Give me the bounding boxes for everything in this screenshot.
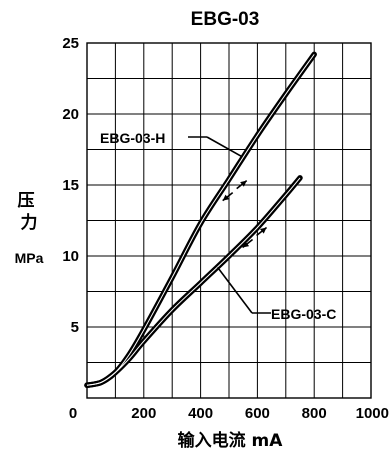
grid-lines [87, 43, 371, 398]
x-axis-label: 输入电流 mA [178, 430, 284, 451]
series-label-h: EBG-03-H [100, 130, 165, 146]
y-tick-label: 25 [62, 35, 79, 52]
y-axis-label: 压 力 [18, 191, 41, 233]
x-tick-label: 1000 [356, 405, 389, 422]
x-tick-labels: 0 200 400 600 800 1000 [69, 405, 389, 422]
leader-line [217, 266, 253, 314]
y-tick-label: 5 [71, 319, 79, 336]
hysteresis-arrowhead [222, 194, 230, 201]
series-label-c: EBG-03-C [271, 306, 336, 322]
y-tick-label: 15 [62, 177, 79, 194]
y-tick-labels: 5 10 15 20 25 [62, 35, 79, 336]
plot-frame [86, 42, 372, 399]
y-tick-label: 10 [62, 248, 79, 265]
y-axis-unit: MPa [15, 250, 44, 266]
hysteresis-arrowhead [240, 180, 247, 187]
chart-title: EBG-03 [191, 9, 260, 30]
x-tick-label: 400 [188, 405, 213, 422]
x-tick-label: 800 [302, 405, 327, 422]
data-series [84, 51, 317, 388]
x-tick-label: 200 [131, 405, 156, 422]
hysteresis-arrowhead [260, 227, 267, 234]
x-tick-label: 600 [245, 405, 270, 422]
x-tick-label: 0 [69, 405, 77, 422]
leader-line [206, 136, 243, 158]
series-line-c [84, 175, 303, 388]
y-tick-label: 20 [62, 106, 79, 123]
series-line-highlight [86, 177, 301, 386]
series-annotations: EBG-03-H EBG-03-C [100, 130, 336, 322]
hysteresis-arrowhead [242, 241, 250, 248]
